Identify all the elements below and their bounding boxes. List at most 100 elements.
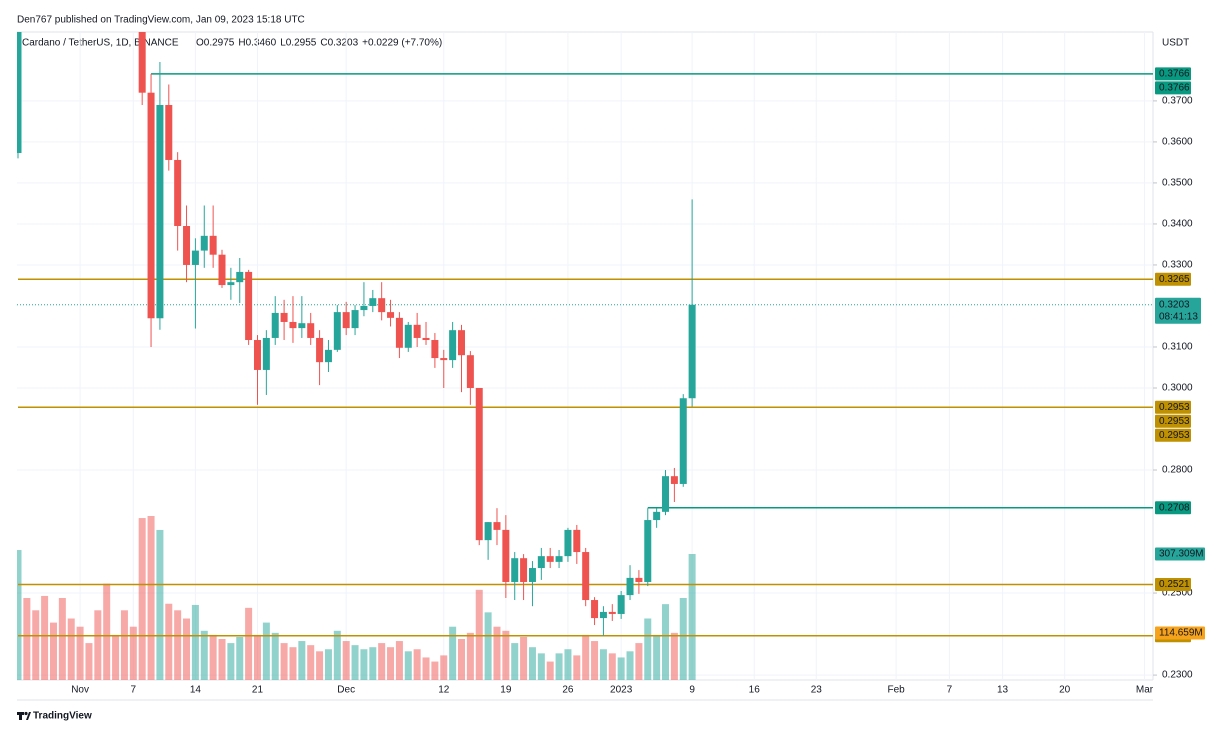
level-tag-label: 0.3766 [1159,82,1190,93]
candle-body [502,529,510,582]
candle-body [17,32,22,153]
volume-ma-tag-label: 114.659M [1159,628,1203,639]
x-tick-label: 23 [811,685,823,696]
level-tag [1155,428,1191,442]
level-tag [1155,501,1191,515]
candle-body [431,340,439,359]
volume-bar [431,661,439,680]
x-tick-label: Nov [71,685,89,696]
level-tag-label: 0.3766 [1159,68,1190,79]
volume-bar [502,630,510,680]
candle-body [156,105,164,319]
volume-bar [67,618,75,680]
candle-body [555,556,563,562]
candle-body [289,321,297,329]
volume-bar [174,610,182,680]
volume-bar [41,595,49,680]
level-tag [1155,81,1191,95]
y-tick-label: 0.2500 [1162,588,1193,599]
volume-bar [342,641,350,680]
candle-body [537,556,545,569]
volume-bar [395,641,403,680]
volume-bar [378,643,386,680]
volume-bar [449,626,457,680]
candle-body [511,558,519,582]
candle-body [316,337,324,363]
x-tick-label: 16 [749,685,761,696]
volume-bar [466,632,474,680]
level-tag-label: 0.2521 [1159,579,1190,590]
volume-bar [670,632,678,680]
volume-bar [520,636,528,680]
candle-body [280,312,288,322]
price-tag-label: 0.3203 [1159,299,1190,310]
candle-body [591,600,599,619]
candle-body [262,337,270,370]
x-tick-label: 13 [997,685,1009,696]
volume-bar [289,647,297,680]
y-tick-label: 0.3300 [1162,260,1193,271]
x-tick-label: 9 [689,685,695,696]
price-tag [1155,297,1201,324]
x-tick-label: Feb [888,685,906,696]
price-tags: 0.3766 0.3766 0.3265 0.2953 0.2953 0.2953 0.27… [1155,67,1205,643]
candle-body [191,250,199,265]
volume-bar [120,610,128,680]
level-tag-label: 0.2953 [1159,416,1190,427]
axis-unit: USDT [1162,38,1189,49]
volume-bar [271,632,279,680]
volume-bar [183,618,191,680]
candle-body [528,568,536,582]
volume-bar [209,634,217,680]
ohlc-value: +0.0229 (+7.70%) [362,38,442,49]
candle-body [174,159,182,226]
volume-bar [324,649,332,680]
level-tag [1155,414,1191,428]
volume-bar [351,645,359,680]
volume-bar [582,634,590,680]
candle-body [662,476,670,512]
candle-body [369,298,377,306]
volume-bar [49,622,57,680]
volume-bar [546,661,554,680]
volume-bar [644,618,652,680]
candle-body [635,577,643,582]
volume-bar [387,647,395,680]
candle-body [520,558,528,582]
candle-body [333,312,341,350]
candle-body [138,32,146,93]
x-tick-label: 20 [1059,685,1071,696]
y-tick-label: 0.2800 [1162,465,1193,476]
volume-bar [555,653,563,680]
volume-bar [688,554,696,680]
volume-bar [23,598,31,680]
volume-bar [413,649,421,680]
level-tag-label: 0.2953 [1159,430,1190,441]
candle-body [404,324,412,348]
level-tag-label: 0.3265 [1159,274,1190,285]
volume-bar [191,604,199,680]
volume-bar [617,657,625,680]
volume-bar [484,612,492,680]
candle-body [599,611,607,619]
level-tag-label: 0.2708 [1159,502,1190,513]
candle-body [653,511,661,521]
candle-body [307,323,315,338]
volume-bar [626,651,634,680]
candle-body [644,520,652,582]
candle-body [387,312,395,318]
candles [17,32,696,636]
x-tick-label: 7 [947,685,953,696]
volume-bar [422,657,430,680]
volume-bar [262,622,270,680]
level-tag [1155,67,1191,81]
y-tick-label: 0.3700 [1162,96,1193,107]
volume-bar [360,649,368,680]
volume-bar [245,607,253,680]
countdown: 08:41:13 [1159,311,1198,322]
volume-bar [218,639,226,680]
candle-body [458,330,465,356]
volume-bar [280,643,288,680]
volume-bar [307,645,315,680]
